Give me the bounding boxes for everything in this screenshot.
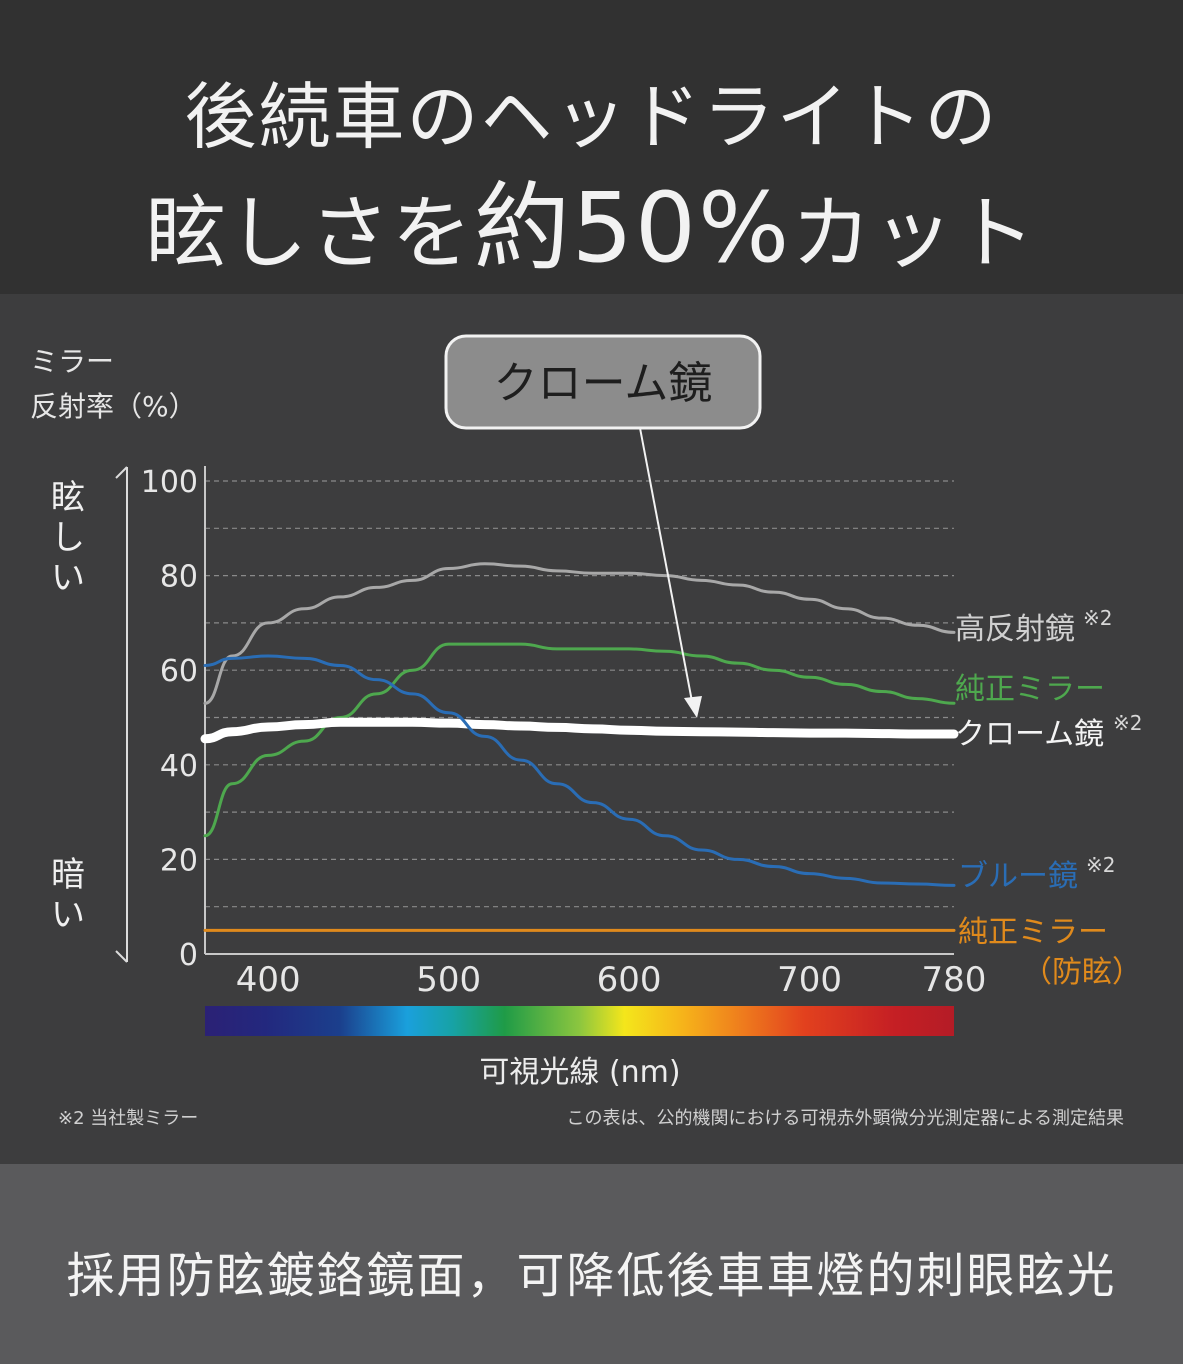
series-label: ブルー鏡: [958, 859, 1078, 894]
series-lines: [200, 562, 959, 932]
series-line: [203, 654, 956, 887]
y-ticks: 0 20 40 60 80 100: [141, 465, 198, 973]
dark-label: 暗い: [51, 855, 85, 935]
callout-arrow-line: [639, 427, 695, 713]
y-tick-label: 0: [179, 938, 198, 973]
series-label-note: ※2: [1083, 606, 1112, 630]
x-tick-label: 780: [922, 960, 987, 1000]
x-tick-label: 400: [236, 960, 301, 1000]
y-axis-label-line1: ミラー: [30, 345, 114, 378]
footer: 採用防眩鍍鉻鏡面，可降低後車車燈的刺眼眩光: [0, 1164, 1183, 1364]
series-line: [200, 717, 959, 744]
y-axis-label-line2: 反射率（%）: [30, 390, 197, 423]
series-label: 純正ミラー: [958, 915, 1108, 950]
header: 後続車のヘッドライトの 眩しさを約50%カット: [0, 0, 1183, 294]
headline-line2: 眩しさを約50%カット: [0, 150, 1183, 289]
callout-text: クローム鏡: [494, 358, 713, 409]
callout-arrow-head: [684, 696, 702, 718]
y-tick-label: 100: [141, 465, 198, 500]
footnote-left: ※2 当社製ミラー: [58, 1108, 198, 1129]
headline-prefix: 眩しさを: [145, 187, 474, 280]
series-label-note: ※2: [1086, 853, 1115, 877]
x-tick-label: 500: [416, 960, 481, 1000]
series-label: 高反射鏡: [955, 612, 1075, 647]
grid: [205, 480, 954, 955]
x-tick-label: 600: [597, 960, 662, 1000]
y-tick-label: 40: [160, 749, 198, 784]
series-label: クローム鏡: [955, 717, 1104, 752]
y-tick-label: 20: [160, 843, 198, 878]
x-ticks: 400 500 600 700 780: [236, 960, 987, 1000]
series-label-suffix: （防眩）: [1022, 955, 1142, 990]
series-line: [203, 562, 956, 705]
footer-text: 採用防眩鍍鉻鏡面，可降低後車車燈的刺眼眩光: [66, 1248, 1117, 1304]
footnote-right: この表は、公的機関における可視赤外顕微分光測定器による測定結果: [567, 1108, 1124, 1129]
bright-label: 眩しい: [51, 478, 85, 598]
x-axis-label: 可視光線 (nm): [479, 1055, 680, 1090]
series-label-note: ※2: [1113, 711, 1142, 735]
visible-spectrum-bar: [205, 1006, 954, 1036]
series-label: 純正ミラー: [955, 672, 1105, 707]
series-line: [203, 642, 956, 838]
chart-area: ミラー 反射率（%） 眩しい 暗い 0 20 40 60 80 100 400 500 600…: [0, 294, 1183, 1164]
reflectance-chart: ミラー 反射率（%） 眩しい 暗い 0 20 40 60 80 100 400 500 600…: [30, 334, 1142, 1129]
headline-line1: 後続車のヘッドライトの: [184, 75, 999, 159]
brightness-arrow: [115, 466, 128, 963]
headline-big: 約50%: [473, 172, 792, 284]
headline-suffix: カット: [791, 187, 1038, 280]
y-tick-label: 80: [160, 560, 198, 595]
x-tick-label: 700: [777, 960, 842, 1000]
callout-box: [444, 334, 762, 430]
y-tick-label: 60: [160, 654, 198, 689]
